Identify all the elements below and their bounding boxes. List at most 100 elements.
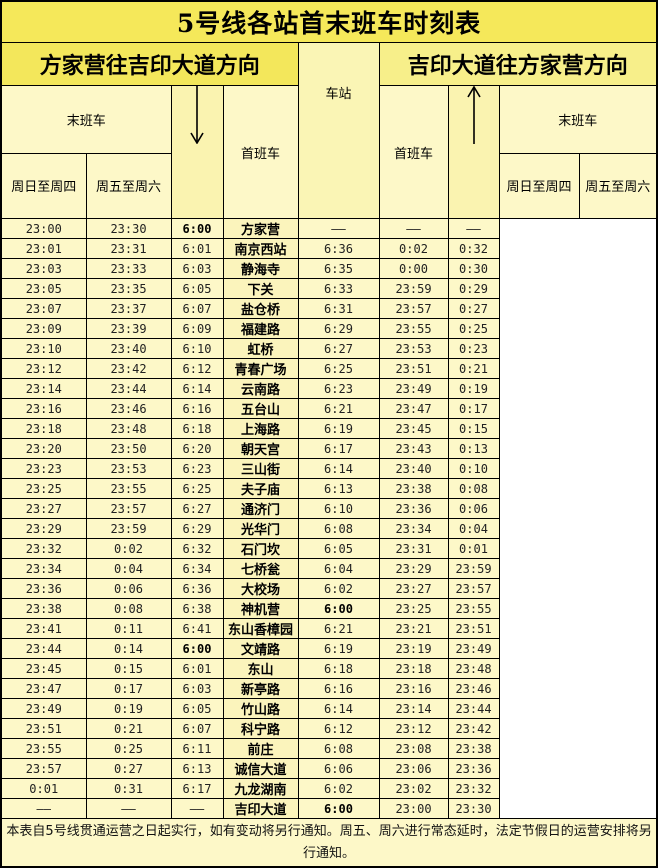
left-last-train-fri-sat: 23:44 xyxy=(85,378,172,399)
table-row: 23:44 0:14 6:00 文靖路 6:19 23:19 23:49 xyxy=(0,638,657,659)
table-row: 23:10 23:40 6:10 虹桥 6:27 23:53 0:23 xyxy=(0,338,657,359)
table-row: 23:32 0:02 6:32 石门坎 6:05 23:31 0:01 xyxy=(0,538,657,559)
left-first-train-header: 首班车 xyxy=(222,85,299,219)
station-name: 七桥瓮 xyxy=(222,558,299,579)
left-first-train: 6:11 xyxy=(170,738,224,759)
left-first-train: 6:14 xyxy=(170,378,224,399)
right-first-train: 6:14 xyxy=(297,698,380,719)
left-first-train: 6:05 xyxy=(170,698,224,719)
left-last-train-fri-sat: 23:39 xyxy=(85,318,172,339)
station-name: 竹山路 xyxy=(222,698,299,719)
left-last-train-fri-sat: 23:59 xyxy=(85,518,172,539)
left-last-train-sun-thu: 23:27 xyxy=(0,498,87,519)
right-last-train-sun-thu: 23:49 xyxy=(378,378,449,399)
table-row: 23:09 23:39 6:09 福建路 6:29 23:55 0:25 xyxy=(0,318,657,339)
table-row: 23:03 23:33 6:03 静海寺 6:35 0:00 0:30 xyxy=(0,258,657,279)
table-row: 23:18 23:48 6:18 上海路 6:19 23:45 0:15 xyxy=(0,418,657,439)
right-first-train: 6:08 xyxy=(297,518,380,539)
station-name: 文靖路 xyxy=(222,638,299,659)
station-name: 科宁路 xyxy=(222,718,299,739)
direction-left-header: 方家营往吉印大道方向 xyxy=(0,42,299,86)
left-last-train-sun-thu: 0:01 xyxy=(0,778,87,799)
left-last-train-fri-sat: 0:25 xyxy=(85,738,172,759)
left-last-train-sun-thu: 23:47 xyxy=(0,678,87,699)
right-first-train: 6:29 xyxy=(297,318,380,339)
right-first-train-header: 首班车 xyxy=(378,85,449,219)
station-name: 夫子庙 xyxy=(222,478,299,499)
left-first-train: 6:07 xyxy=(170,298,224,319)
left-last-train-fri-sat: 0:02 xyxy=(85,538,172,559)
right-last-train-fri-sat: 0:30 xyxy=(447,258,500,279)
left-last-train-fri-sat: 23:57 xyxy=(85,498,172,519)
footnote: 本表自5号线贯通运营之日起实行，如有变动将另行通知。周五、周六进行常态延时，法定… xyxy=(0,818,658,868)
right-last-train-sun-thu: 23:12 xyxy=(378,718,449,739)
right-last-train-fri-sat: 0:32 xyxy=(447,238,500,259)
right-last-train-sun-thu: 23:38 xyxy=(378,478,449,499)
right-first-train: 6:25 xyxy=(297,358,380,379)
left-last-train-fri-sat: 0:21 xyxy=(85,718,172,739)
left-first-train: 6:29 xyxy=(170,518,224,539)
station-name: 方家营 xyxy=(222,218,299,239)
left-last-train-sun-thu: 23:01 xyxy=(0,238,87,259)
left-first-train: 6:10 xyxy=(170,338,224,359)
left-last-train-sun-thu: 23:09 xyxy=(0,318,87,339)
right-last-train-sun-thu: 23:29 xyxy=(378,558,449,579)
left-fri-sat-header: 周五至周六 xyxy=(85,152,172,220)
left-first-train: 6:01 xyxy=(170,238,224,259)
left-last-train-fri-sat: 23:48 xyxy=(85,418,172,439)
right-last-train-fri-sat: 0:17 xyxy=(447,398,500,419)
page-title: 5号线各站首末班车时刻表 xyxy=(0,0,658,43)
right-first-train: 6:00 xyxy=(297,598,380,619)
left-last-train-sun-thu: 23:10 xyxy=(0,338,87,359)
station-name: 五台山 xyxy=(222,398,299,419)
right-first-train: 6:36 xyxy=(297,238,380,259)
table-row: 23:23 23:53 6:23 三山街 6:14 23:40 0:10 xyxy=(0,458,657,479)
right-first-train: 6:33 xyxy=(297,278,380,299)
right-fri-sat-header: 周五至周六 xyxy=(578,152,658,220)
table-row: 23:12 23:42 6:12 青春广场 6:25 23:51 0:21 xyxy=(0,358,657,379)
right-last-train-fri-sat: 0:08 xyxy=(447,478,500,499)
station-name: 诚信大道 xyxy=(222,758,299,779)
left-last-train-sun-thu: 23:44 xyxy=(0,638,87,659)
left-last-train-sun-thu: 23:51 xyxy=(0,718,87,739)
left-first-train: —— xyxy=(170,798,224,819)
right-last-train-fri-sat: 0:13 xyxy=(447,438,500,459)
left-last-train-sun-thu: 23:00 xyxy=(0,218,87,239)
right-last-train-sun-thu: 23:40 xyxy=(378,458,449,479)
right-first-train: 6:19 xyxy=(297,418,380,439)
right-last-train-fri-sat: 0:27 xyxy=(447,298,500,319)
station-name: 前庄 xyxy=(222,738,299,759)
left-last-train-fri-sat: 23:42 xyxy=(85,358,172,379)
right-sun-thu-header: 周日至周四 xyxy=(498,152,580,220)
left-first-train: 6:23 xyxy=(170,458,224,479)
right-last-train-header: 末班车 xyxy=(498,85,658,154)
right-last-train-sun-thu: 23:18 xyxy=(378,658,449,679)
left-last-train-sun-thu: 23:29 xyxy=(0,518,87,539)
right-last-train-fri-sat: 0:21 xyxy=(447,358,500,379)
left-last-train-header: 末班车 xyxy=(0,85,172,154)
right-last-train-sun-thu: 23:25 xyxy=(378,598,449,619)
down-arrow-icon xyxy=(190,86,204,145)
table-row: 23:20 23:50 6:20 朝天宫 6:17 23:43 0:13 xyxy=(0,438,657,459)
table-row: 23:07 23:37 6:07 盐仓桥 6:31 23:57 0:27 xyxy=(0,298,657,319)
left-last-train-fri-sat: 0:17 xyxy=(85,678,172,699)
table-row: 23:47 0:17 6:03 新亭路 6:16 23:16 23:46 xyxy=(0,678,657,699)
left-last-train-sun-thu: 23:23 xyxy=(0,458,87,479)
left-first-train: 6:07 xyxy=(170,718,224,739)
left-first-train: 6:18 xyxy=(170,418,224,439)
station-name: 福建路 xyxy=(222,318,299,339)
left-last-train-sun-thu: 23:55 xyxy=(0,738,87,759)
right-last-train-sun-thu: 23:53 xyxy=(378,338,449,359)
right-last-train-sun-thu: 23:27 xyxy=(378,578,449,599)
right-last-train-sun-thu: 23:16 xyxy=(378,678,449,699)
left-last-train-fri-sat: 23:33 xyxy=(85,258,172,279)
right-last-train-fri-sat: 23:49 xyxy=(447,638,500,659)
left-last-train-fri-sat: 23:30 xyxy=(85,218,172,239)
station-name: 东山 xyxy=(222,658,299,679)
left-first-train: 6:27 xyxy=(170,498,224,519)
left-last-train-sun-thu: 23:36 xyxy=(0,578,87,599)
right-first-train: —— xyxy=(297,218,380,239)
station-name: 吉印大道 xyxy=(222,798,299,819)
right-last-train-fri-sat: 23:32 xyxy=(447,778,500,799)
right-direction-arrow-cell xyxy=(447,85,500,219)
